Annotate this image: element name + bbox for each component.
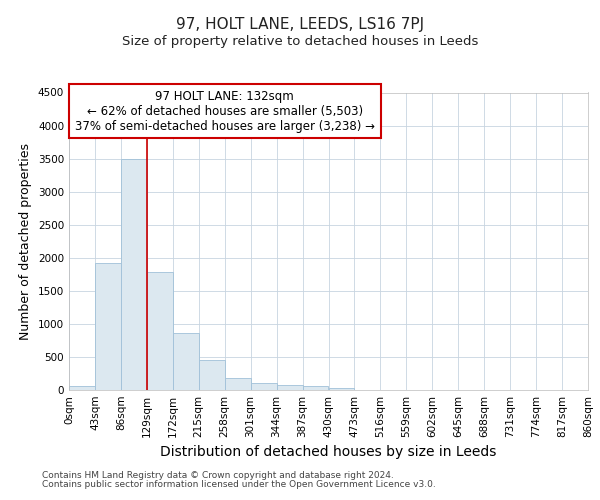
- Bar: [121, 158, 147, 390]
- Bar: [173, 333, 199, 390]
- Text: 97, HOLT LANE, LEEDS, LS16 7PJ: 97, HOLT LANE, LEEDS, LS16 7PJ: [176, 18, 424, 32]
- X-axis label: Distribution of detached houses by size in Leeds: Distribution of detached houses by size …: [160, 446, 497, 460]
- Y-axis label: Number of detached properties: Number of detached properties: [19, 143, 32, 340]
- Bar: [251, 384, 277, 390]
- Bar: [277, 385, 302, 390]
- Text: Contains public sector information licensed under the Open Government Licence v3: Contains public sector information licen…: [42, 480, 436, 489]
- Bar: [329, 388, 355, 390]
- Text: Contains HM Land Registry data © Crown copyright and database right 2024.: Contains HM Land Registry data © Crown c…: [42, 471, 394, 480]
- Bar: [224, 378, 251, 390]
- Text: 97 HOLT LANE: 132sqm
← 62% of detached houses are smaller (5,503)
37% of semi-de: 97 HOLT LANE: 132sqm ← 62% of detached h…: [74, 90, 374, 132]
- Bar: [69, 386, 95, 390]
- Bar: [199, 360, 224, 390]
- Bar: [147, 272, 173, 390]
- Text: Size of property relative to detached houses in Leeds: Size of property relative to detached ho…: [122, 35, 478, 48]
- Bar: [302, 386, 329, 390]
- Bar: [95, 263, 121, 390]
